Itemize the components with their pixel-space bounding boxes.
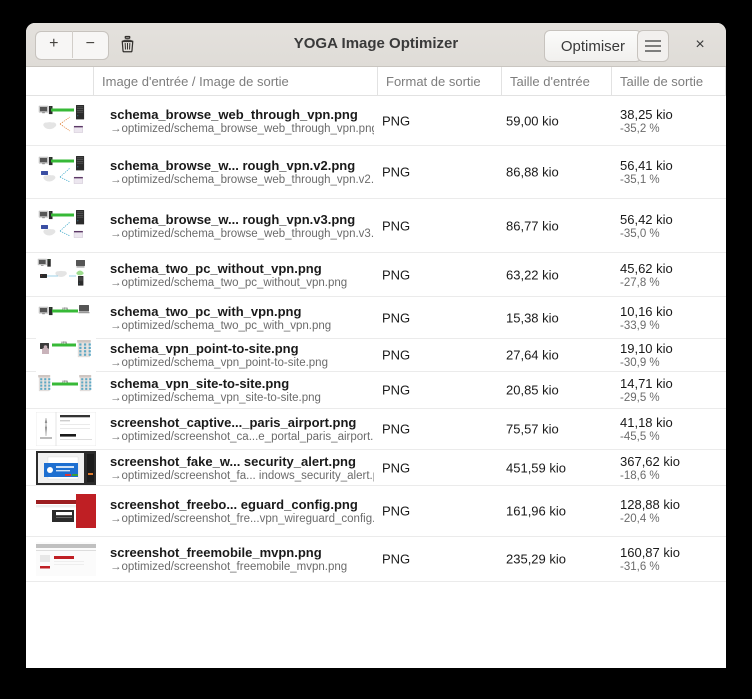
svg-text:VPN: VPN <box>62 380 68 384</box>
svg-text:VPN: VPN <box>61 341 67 345</box>
svg-text:VPN: VPN <box>62 306 68 310</box>
